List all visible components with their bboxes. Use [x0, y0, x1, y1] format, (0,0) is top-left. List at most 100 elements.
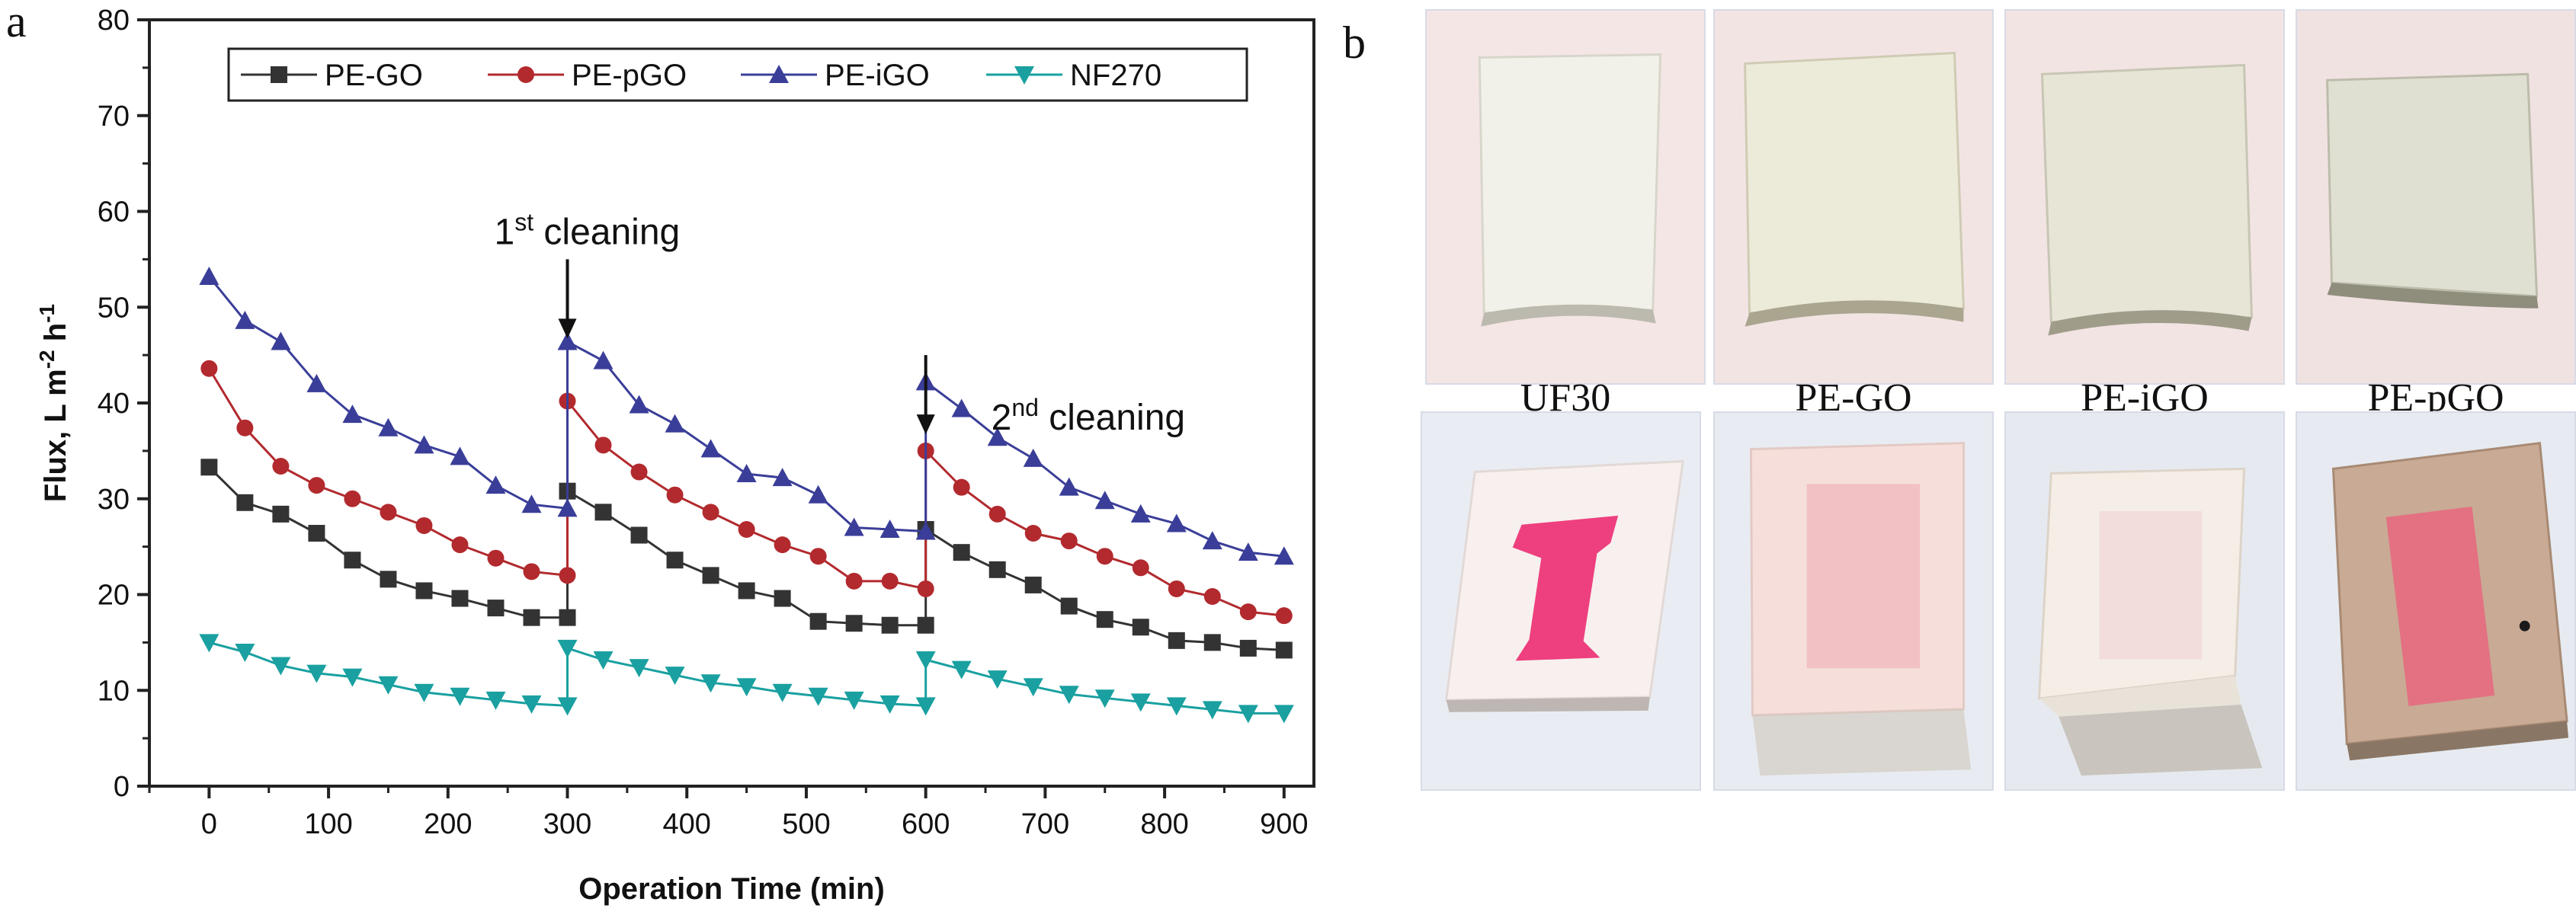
legend-label-pe-go: PE-GO	[325, 59, 423, 92]
data-point-pe-go	[1168, 632, 1185, 649]
data-point-nf270	[235, 643, 255, 662]
legend-marker-pe-pgo	[517, 66, 534, 83]
data-point-nf270	[915, 697, 936, 716]
data-point-pe-igo	[235, 310, 255, 329]
data-point-nf270	[378, 676, 399, 695]
data-point-pe-go	[1275, 641, 1293, 659]
data-point-pe-go	[451, 590, 469, 607]
data-point-nf270	[1094, 689, 1115, 708]
annotation-text: 1st cleaning	[495, 208, 681, 252]
data-point-pe-pgo	[845, 572, 863, 590]
data-point-pe-go	[702, 567, 719, 584]
data-point-nf270	[700, 674, 721, 693]
x-tick-label: 500	[782, 808, 830, 840]
data-point-pe-go	[272, 505, 290, 523]
y-tick-label: 50	[98, 292, 130, 324]
data-point-pe-igo	[1130, 504, 1151, 523]
annotation-cleaning-2: 2nd cleaning	[916, 355, 1185, 438]
data-point-pe-go	[200, 459, 218, 476]
data-point-pe-igo	[808, 484, 828, 504]
data-point-pe-igo	[271, 331, 291, 350]
data-point-pe-igo	[915, 521, 936, 540]
panel-b-label: b	[1343, 18, 1366, 68]
data-point-pe-go	[774, 590, 791, 607]
data-point-pe-igo	[1059, 477, 1079, 496]
data-point-nf270	[879, 695, 900, 714]
data-point-pe-pgo	[1275, 607, 1293, 625]
legend-marker-pe-igo	[769, 65, 789, 83]
data-point-pe-pgo	[774, 536, 791, 554]
data-point-pe-go	[559, 609, 576, 626]
y-axis-label: Flux, L m-2 h-1	[35, 304, 73, 502]
data-point-pe-go	[845, 615, 863, 632]
x-tick-label: 0	[201, 808, 217, 840]
data-point-pe-pgo	[702, 504, 719, 521]
data-point-nf270	[1023, 678, 1043, 697]
data-point-pe-go	[415, 582, 433, 600]
data-point-nf270	[485, 691, 506, 710]
data-point-pe-pgo	[594, 437, 612, 454]
data-point-pe-go	[988, 561, 1006, 578]
data-point-pe-pgo	[272, 457, 290, 475]
x-tick-label: 900	[1260, 808, 1308, 840]
annotation-cleaning-1: 1st cleaning	[495, 208, 681, 339]
data-point-nf270	[199, 634, 219, 653]
data-point-pe-pgo	[666, 486, 684, 504]
data-point-pe-pgo	[415, 516, 433, 534]
legend-label-pe-igo: PE-iGO	[825, 59, 930, 92]
x-axis-label: Operation Time (min)	[578, 872, 885, 906]
data-point-pe-pgo	[1096, 548, 1113, 565]
annotation-arrowhead	[558, 318, 577, 339]
x-tick-label: 700	[1021, 808, 1069, 840]
data-point-pe-go	[917, 616, 934, 634]
legend-box	[227, 47, 1248, 102]
data-point-pe-igo	[987, 427, 1008, 446]
data-point-pe-pgo	[523, 563, 540, 580]
data-point-nf270	[342, 668, 363, 687]
data-point-nf270	[915, 651, 936, 670]
data-point-pe-igo	[521, 494, 542, 513]
data-point-nf270	[450, 687, 470, 706]
legend-label-pe-pgo: PE-pGO	[572, 59, 687, 92]
data-point-pe-igo	[700, 439, 721, 458]
data-point-pe-go	[1024, 576, 1042, 593]
legend-marker-nf270	[1014, 66, 1034, 85]
data-point-pe-igo	[1166, 513, 1187, 532]
data-point-pe-igo	[414, 435, 434, 454]
y-tick-label: 60	[98, 197, 130, 229]
data-point-pe-pgo	[809, 548, 827, 565]
data-point-pe-pgo	[451, 536, 469, 554]
data-point-nf270	[557, 639, 578, 658]
annotation-arrowhead	[916, 414, 935, 435]
data-point-pe-igo	[736, 464, 757, 483]
x-tick-label: 300	[543, 808, 591, 840]
data-point-pe-pgo	[1024, 525, 1042, 542]
annotation-text: 2nd cleaning	[992, 394, 1185, 438]
data-point-nf270	[665, 667, 685, 686]
data-point-pe-igo	[1202, 531, 1222, 550]
data-point-pe-pgo	[344, 490, 361, 507]
data-point-nf270	[557, 697, 578, 716]
data-point-nf270	[593, 651, 614, 670]
series-line-nf270	[208, 641, 1284, 715]
data-point-pe-go	[1060, 597, 1078, 615]
data-point-pe-go	[1132, 619, 1149, 636]
data-point-nf270	[1274, 705, 1294, 724]
data-point-pe-igo	[450, 446, 470, 465]
y-tick-label: 10	[98, 675, 130, 707]
data-point-pe-igo	[306, 373, 327, 392]
data-point-pe-igo	[342, 405, 363, 424]
series-line-pe-go	[208, 466, 1284, 651]
data-point-pe-go	[487, 600, 505, 617]
photo-pe-go-stained	[1713, 411, 1994, 791]
data-point-pe-igo	[557, 331, 578, 350]
data-point-nf270	[987, 670, 1008, 689]
photo-uf30-stained	[1421, 411, 1701, 791]
photo-uf30-clean	[1425, 9, 1706, 385]
y-tick-label: 30	[98, 484, 130, 516]
data-point-pe-pgo	[988, 505, 1006, 523]
data-point-pe-go	[308, 525, 325, 542]
y-tick-label: 20	[98, 580, 130, 612]
legend-label-nf270: NF270	[1070, 59, 1161, 92]
data-point-pe-go	[666, 552, 684, 569]
